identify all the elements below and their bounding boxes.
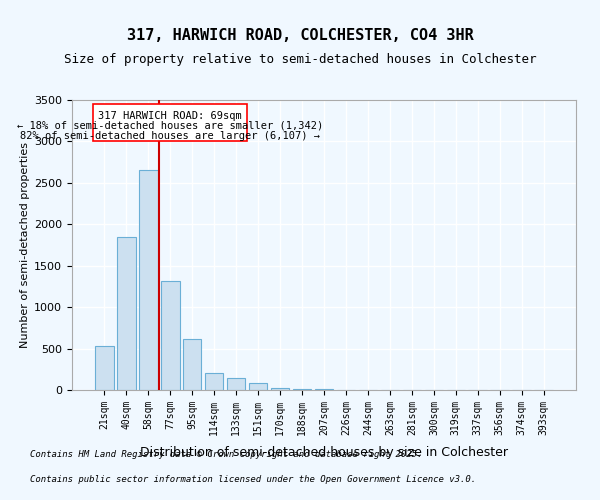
FancyBboxPatch shape xyxy=(93,104,247,142)
Bar xyxy=(271,388,289,390)
Bar xyxy=(161,282,179,390)
Bar xyxy=(183,338,202,390)
Bar xyxy=(139,170,158,390)
Text: Size of property relative to semi-detached houses in Colchester: Size of property relative to semi-detach… xyxy=(64,54,536,66)
Text: 82% of semi-detached houses are larger (6,107) →: 82% of semi-detached houses are larger (… xyxy=(20,132,320,141)
Bar xyxy=(314,389,334,390)
X-axis label: Distribution of semi-detached houses by size in Colchester: Distribution of semi-detached houses by … xyxy=(140,446,508,459)
Text: Contains public sector information licensed under the Open Government Licence v3: Contains public sector information licen… xyxy=(30,475,476,484)
Text: 317 HARWICH ROAD: 69sqm: 317 HARWICH ROAD: 69sqm xyxy=(98,111,242,121)
Bar xyxy=(117,236,136,390)
Bar xyxy=(227,378,245,390)
Y-axis label: Number of semi-detached properties: Number of semi-detached properties xyxy=(20,142,30,348)
Text: 317, HARWICH ROAD, COLCHESTER, CO4 3HR: 317, HARWICH ROAD, COLCHESTER, CO4 3HR xyxy=(127,28,473,42)
Bar xyxy=(95,346,113,390)
Text: Contains HM Land Registry data © Crown copyright and database right 2025.: Contains HM Land Registry data © Crown c… xyxy=(30,450,422,459)
Bar xyxy=(249,384,268,390)
Bar xyxy=(205,374,223,390)
Bar xyxy=(293,389,311,390)
Text: ← 18% of semi-detached houses are smaller (1,342): ← 18% of semi-detached houses are smalle… xyxy=(17,120,323,130)
